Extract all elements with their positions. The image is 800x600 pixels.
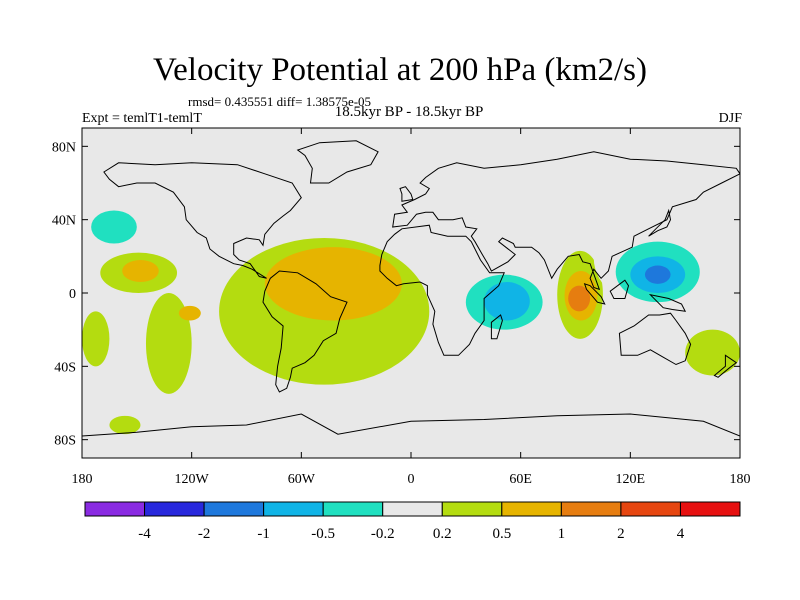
colorbar-label: -4: [138, 526, 151, 542]
experiment-label: Expt = temlT1-temlT: [82, 111, 202, 126]
coastline-borneo: [609, 279, 630, 299]
contour-east-pacific-negative: [188, 252, 229, 275]
colorbar-swatch: [144, 501, 205, 517]
coastline-north-america: [103, 162, 302, 279]
coastline-madagascar: [490, 314, 503, 340]
stats-label: rmsd= 0.435551 diff= 1.38575e-05: [188, 94, 372, 109]
period-label: 18.5kyr BP - 18.5kyr BP: [334, 104, 484, 120]
contour-us-east-negative: [255, 216, 274, 231]
x-tick-label: 60W: [288, 472, 316, 487]
colorbar-swatch: [322, 501, 384, 517]
contour-tropical-pacific-core: [122, 260, 159, 282]
colorbar-swatch: [620, 501, 681, 517]
y-tick-label: 40S: [54, 360, 76, 375]
coastline-sumatra: [583, 282, 606, 305]
chart-title: Velocity Potential at 200 hPa (km2/s): [152, 52, 648, 88]
x-tick-label: 180: [730, 472, 751, 487]
x-tick-label: 60E: [509, 472, 532, 487]
colorbar-swatch: [84, 501, 146, 517]
coastline-new-zealand: [713, 354, 738, 378]
coastline-australia: [618, 312, 692, 366]
coastline-antarctica: [82, 413, 740, 437]
y-tick-label: 80N: [52, 140, 76, 155]
colorbar-label: -2: [198, 526, 211, 542]
contour-south-pacific-core: [178, 305, 201, 321]
colorbar-label: 1: [558, 526, 566, 542]
colorbar-label: 4: [677, 526, 685, 542]
season-label: DJF: [718, 111, 742, 126]
colorbar-swatch: [203, 501, 265, 517]
colorbar-label: 0.5: [492, 526, 511, 542]
colorbar-swatch: [560, 501, 622, 517]
coastline-eurasia: [392, 151, 740, 291]
coastline-greenland: [296, 140, 379, 184]
contour-atlantic-core: [264, 247, 402, 321]
contour-indian-ocean-core: [484, 282, 530, 321]
contour-west-pacific-peak: [644, 265, 671, 284]
colorbar-swatch: [263, 501, 324, 517]
coastline-japan: [648, 208, 672, 237]
colorbar-label: -1: [257, 526, 270, 542]
colorbar-swatch: [441, 501, 503, 517]
colorbar-label: 0.2: [433, 526, 452, 542]
y-tick-label: 40N: [52, 214, 76, 229]
colorbar-swatch: [679, 501, 741, 517]
colorbar-label: -0.5: [311, 526, 335, 542]
x-tick-label: 120W: [175, 472, 210, 487]
contour-southern-ocean-positive: [109, 415, 141, 435]
contour-south-pacific-positive: [145, 293, 192, 394]
contour-sumatra-core: [568, 285, 591, 312]
contour-australia-positive: [685, 329, 740, 376]
x-tick-label: 180: [72, 472, 93, 487]
colorbar-swatch: [382, 501, 443, 517]
coastline-uk: [399, 186, 414, 202]
colorbar-label: -0.2: [371, 526, 395, 542]
colorbar-label: 2: [617, 526, 625, 542]
y-tick-label: 80S: [54, 434, 76, 449]
coastline-new-guinea: [648, 293, 687, 312]
x-tick-label: 120E: [616, 472, 646, 487]
contour-north-pacific-core: [91, 210, 137, 244]
y-tick-label: 0: [69, 287, 76, 302]
colorbar-swatch: [501, 501, 562, 517]
coastline-south-america: [262, 270, 348, 393]
x-tick-label: 0: [408, 472, 415, 487]
coastline-africa: [379, 224, 505, 356]
contour-west-south-pacific-positive: [82, 311, 110, 367]
